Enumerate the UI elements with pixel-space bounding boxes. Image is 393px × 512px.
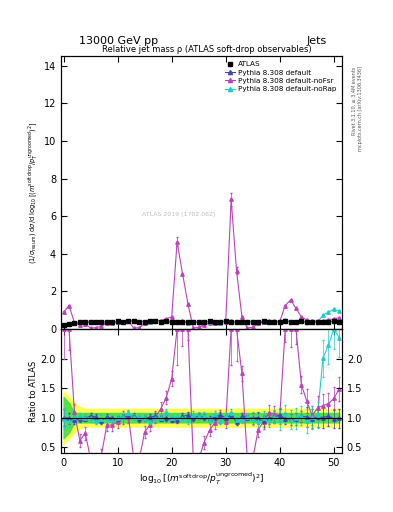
Text: Rivet 3.1.10, ≥ 3.4M events: Rivet 3.1.10, ≥ 3.4M events: [352, 67, 357, 135]
X-axis label: $\log_{10}[(m^{\mathrm{soft\,drop}}/p_T^{\mathrm{ungroomed}})^2]$: $\log_{10}[(m^{\mathrm{soft\,drop}}/p_T^…: [139, 471, 264, 487]
Title: Relative jet mass ρ (ATLAS soft-drop observables): Relative jet mass ρ (ATLAS soft-drop obs…: [102, 45, 312, 54]
Y-axis label: $(1/\sigma_\mathrm{resum})$ d$\sigma$/d $\log_{10}[(m^{\mathrm{soft\,drop}}/p_T^: $(1/\sigma_\mathrm{resum})$ d$\sigma$/d …: [26, 121, 40, 264]
Legend: ATLAS, Pythia 8.308 default, Pythia 8.308 default-noFsr, Pythia 8.308 default-no: ATLAS, Pythia 8.308 default, Pythia 8.30…: [223, 60, 338, 94]
Y-axis label: Ratio to ATLAS: Ratio to ATLAS: [29, 360, 38, 422]
Text: ATLAS 2019 (1702.062): ATLAS 2019 (1702.062): [142, 212, 216, 217]
Text: Jets: Jets: [307, 35, 327, 46]
Text: mcplots.cern.ch [arXiv:1306.3436]: mcplots.cern.ch [arXiv:1306.3436]: [358, 67, 364, 152]
Text: 13000 GeV pp: 13000 GeV pp: [79, 35, 158, 46]
